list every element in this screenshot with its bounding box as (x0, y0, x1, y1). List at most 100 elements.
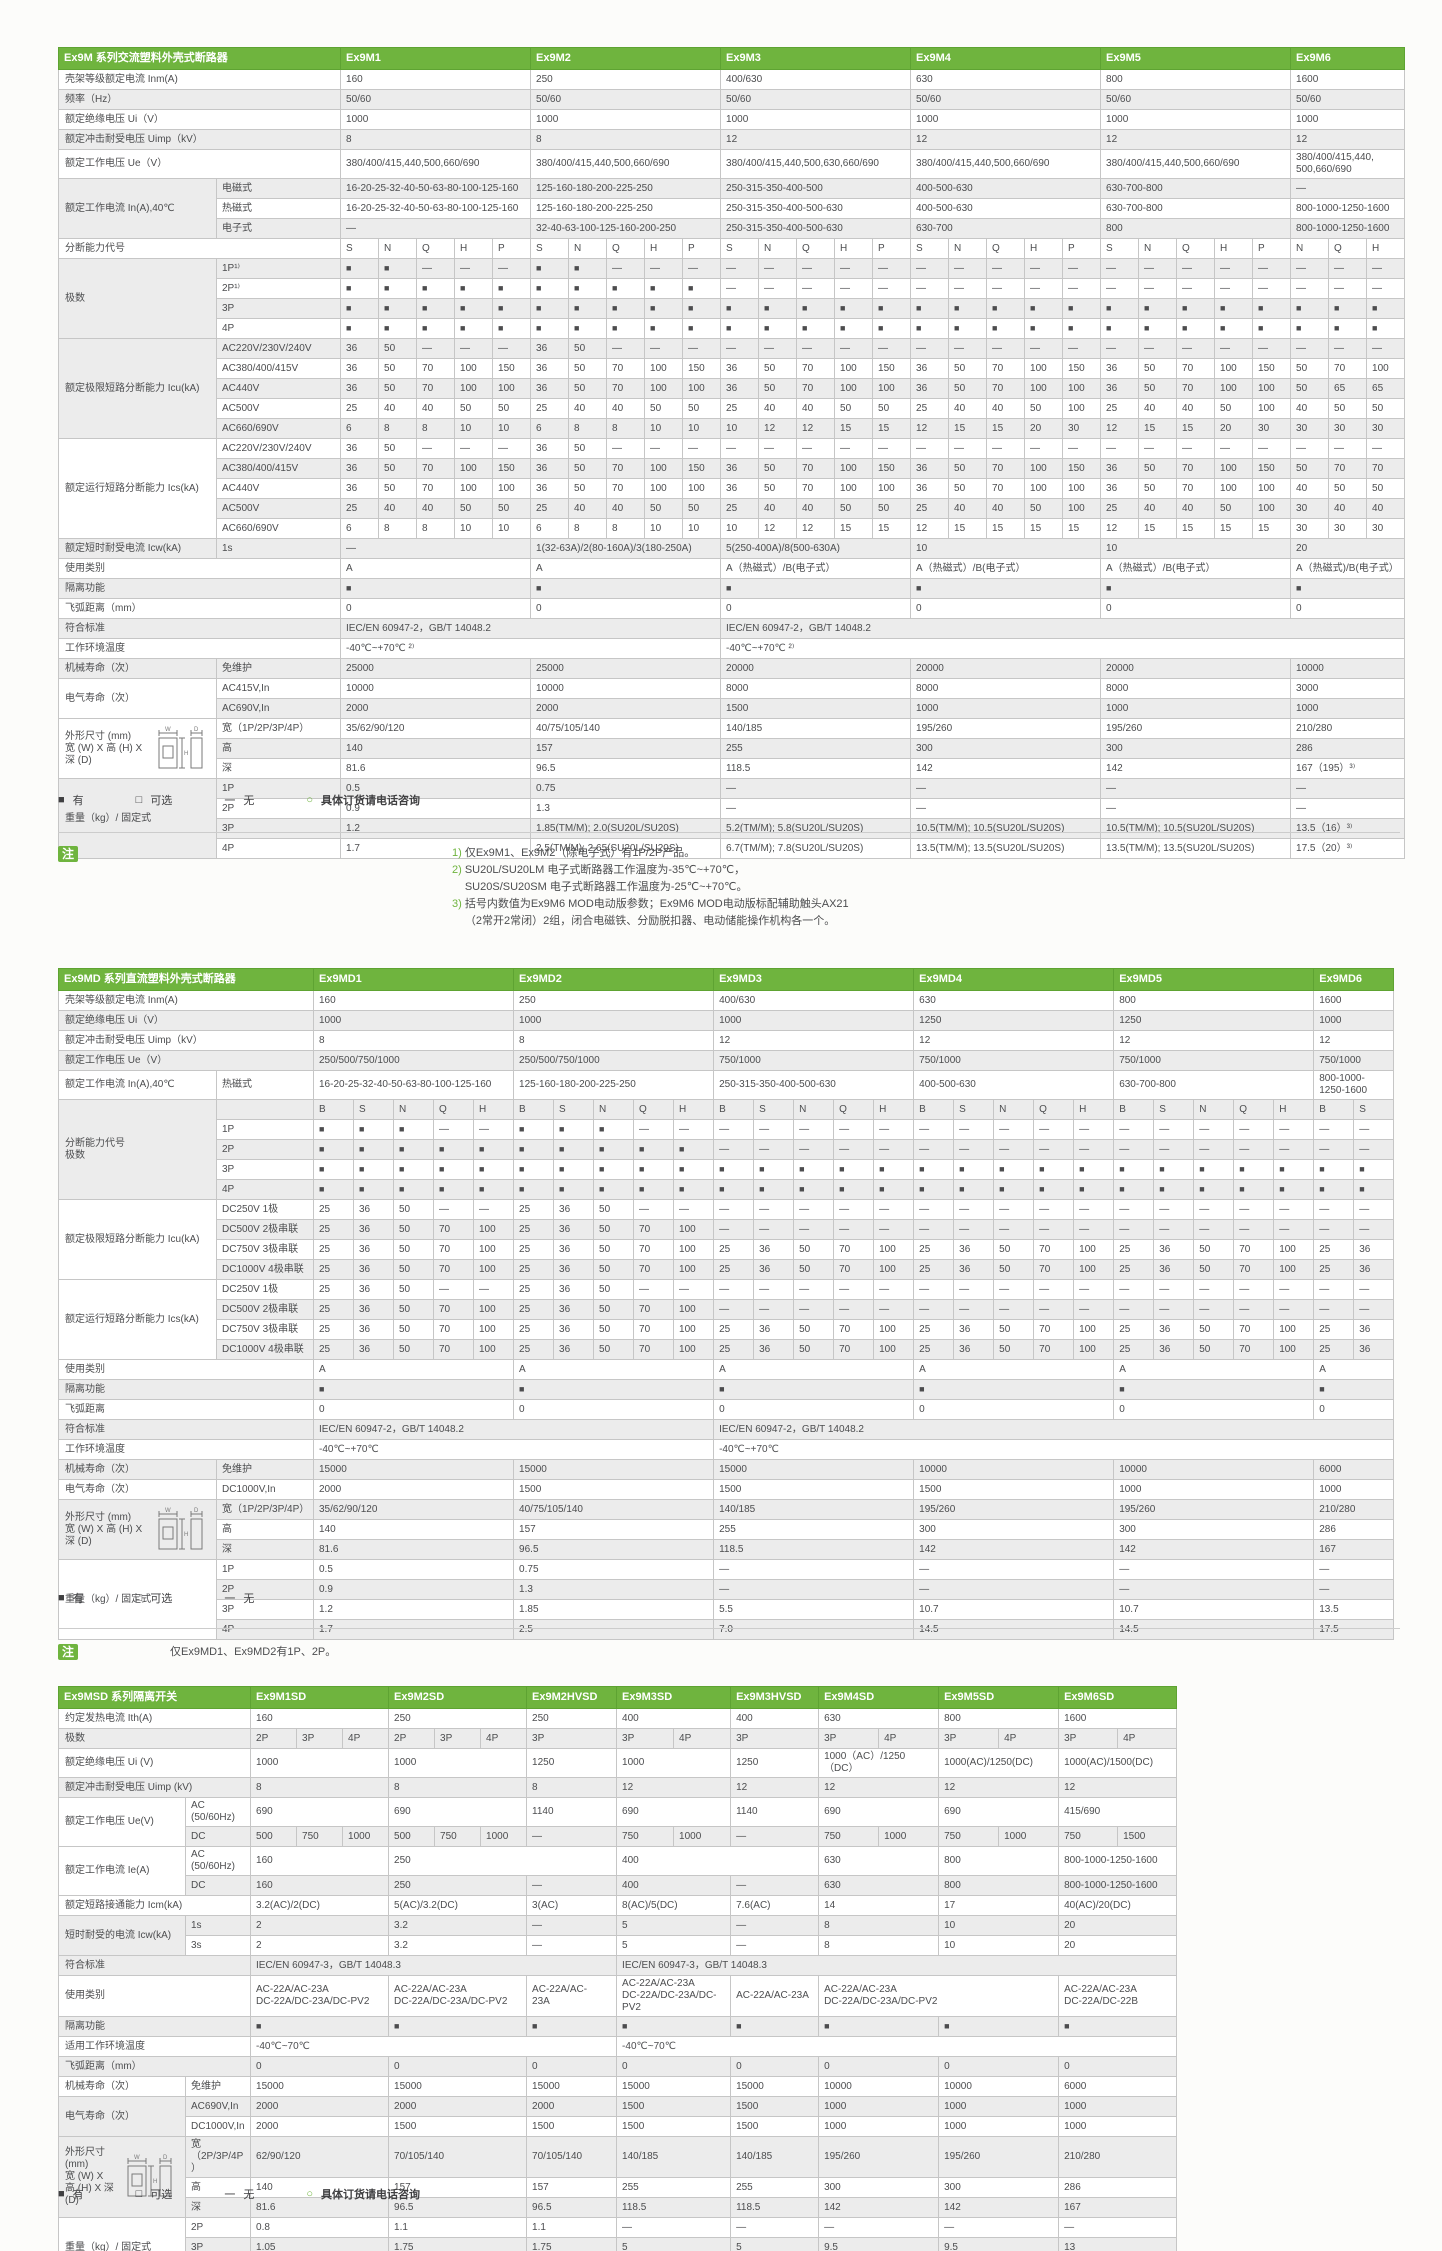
value-cell: 70/105/140 (388, 2136, 528, 2178)
value-cell: 3P (526, 1728, 618, 1749)
value-cell: — (1176, 438, 1216, 459)
value-cell: ■ (1193, 1179, 1235, 1200)
value-cell: 15 (986, 518, 1026, 539)
value-cell: — (1033, 1119, 1075, 1140)
value-cell: — (833, 1139, 875, 1160)
value-cell: — (1113, 1299, 1155, 1320)
value-cell: 300 (910, 738, 1102, 759)
value-cell: — (1073, 1279, 1115, 1300)
value-cell: 50 (993, 1239, 1035, 1260)
row-label: 符合标准 (57, 1955, 252, 1976)
value-cell: ■ (416, 318, 456, 339)
value-cell: 25 (910, 398, 950, 419)
value-cell: ■ (378, 278, 418, 299)
value-cell: 100 (644, 378, 684, 399)
value-cell: 400 (616, 1846, 820, 1876)
value-cell: 0.8 (250, 2217, 390, 2238)
value-cell: 50 (682, 498, 722, 519)
value-cell: 250 (388, 1875, 528, 1896)
value-cell: ■ (416, 278, 456, 299)
row-sublabel: AC690V,In (184, 2096, 252, 2117)
value-cell: AC-22A/AC-23A DC-22A/DC-23A/DC-PV2 (388, 1975, 528, 2017)
value-cell: 800 (938, 1875, 1060, 1896)
value-cell: 100 (454, 358, 494, 379)
value-cell: 10000 (938, 2076, 1060, 2097)
value-cell: — (713, 1299, 755, 1320)
value-cell: — (1062, 438, 1102, 459)
row-sublabel: 3P (215, 818, 342, 839)
value-cell: 70 (1033, 1319, 1075, 1340)
value-cell: — (454, 338, 494, 359)
value-cell: 40 (986, 398, 1026, 419)
value-cell: ■ (1073, 1159, 1115, 1180)
legend-item-phone: ○ 具体订货请电话咨询 (306, 2188, 420, 2201)
row-sublabel: 宽（1P/2P/3P/4P） (216, 1499, 314, 1520)
value-cell: 100 (644, 458, 684, 479)
value-cell: — (753, 1279, 795, 1300)
value-cell: 8 (513, 1030, 715, 1051)
value-cell: 50 (644, 498, 684, 519)
value-cell: — (454, 438, 494, 459)
table-row: 适用工作环境温度 -40℃~70℃ -40℃~70℃ (57, 2036, 1178, 2057)
value-cell: — (1233, 1219, 1275, 1240)
value-cell: 630-700-800 (1113, 1070, 1315, 1100)
value-cell: 1000 (530, 109, 722, 130)
value-cell: — (1313, 1139, 1355, 1160)
value-cell: — (910, 338, 950, 359)
value-cell: ■ (472, 1159, 515, 1180)
value-cell: 40/75/105/140 (530, 718, 722, 739)
table-row: 符合标准 IEC/EN 60947-3，GB/T 14048.3 IEC/EN 60… (57, 1955, 1178, 1976)
value-cell: 100 (1273, 1319, 1315, 1340)
empty-square-icon: □ (135, 2188, 143, 2200)
table-ex9msd-switches: Ex9MSD 系列隔离开关 Ex9M1SD Ex9M2SD Ex9M2HVSD Ex9M… (57, 1686, 1178, 2251)
table-row: 4P ■ ■ ■ ■ ■ ■ ■ ■ ■ ■ ■ ■ ■ ■ ■ ■ ■ ■ ■ ■ ■ ■ ■ ■ ■ ■ ■ ■ (59, 318, 1406, 339)
table-row: DC500V 2极串联 25 36 50 70 100 25 36 50 70 100— — — — — — —… (59, 1219, 1395, 1240)
value-cell: ■ (720, 318, 760, 339)
table-row: DC1000V,In 2000 1500 1500 1500 1500 1000 1000 10… (59, 2116, 1178, 2137)
value-cell: 36 (1153, 1259, 1195, 1280)
value-cell: ■ (568, 278, 608, 299)
value-cell: — (1273, 1219, 1315, 1240)
value-cell: 100 (472, 1339, 515, 1360)
value-cell: 36 (340, 338, 380, 359)
table-row: 额定冲击耐受电压 Uimp（kV） 8 8 12 12 12 12 (57, 129, 1406, 150)
value-cell: — (1313, 1299, 1355, 1320)
row-sublabel: 电磁式 (215, 178, 342, 199)
value-cell: ■ (378, 318, 418, 339)
row-label: 隔离功能 (57, 2016, 252, 2037)
value-cell: H (1366, 238, 1406, 259)
row-sublabel: DC (184, 1875, 252, 1896)
value-cell: 50 (1214, 498, 1254, 519)
value-cell: 10 (720, 518, 760, 539)
value-cell: — (472, 1279, 515, 1300)
value-cell: ■ (1100, 318, 1140, 339)
value-cell: 15 (1176, 518, 1216, 539)
value-cell: — (1214, 258, 1254, 279)
value-cell: ■ (633, 1139, 675, 1160)
value-cell: 1000 (938, 2096, 1060, 2117)
table-row: 1P ■ ■ ■ — — ■ ■ ■ — — — — — — — — — — — — — — — — — — — (59, 1119, 1395, 1140)
value-cell: 36 (553, 1199, 595, 1220)
row-sublabel: 4P (216, 1619, 314, 1640)
table-row: 额定绝缘电压 Ui（V） 1000 1000 1000 1000 1000 1000 (57, 109, 1406, 130)
circle-icon: ○ (306, 794, 313, 806)
value-cell: 40 (568, 498, 608, 519)
value-cell: -40℃~+70℃ (312, 1439, 715, 1460)
table-row: 4P 1.7 2.5(TM/M); 2.65(SU20L/SU20S) 6.7(TM/… (59, 838, 1406, 859)
value-cell: 750 (434, 1826, 482, 1847)
value-cell: ■ (530, 578, 722, 599)
value-cell: 250/500/750/1000 (513, 1050, 715, 1071)
value-cell: 36 (530, 358, 570, 379)
value-cell: ■ (730, 2016, 820, 2037)
value-cell: 6 (340, 518, 380, 539)
value-cell: 50 (1328, 478, 1368, 499)
row-sublabel: 1P (215, 778, 342, 799)
table-row: 壳架等级额定电流 Inm(A) 160 250 400/630 630 800 1600 (58, 990, 1395, 1011)
value-cell: ■ (378, 298, 418, 319)
table-row: 电子式 —32-40-63-100-125-160-200-250 250-315-… (59, 218, 1406, 239)
value-cell: 65 (1328, 378, 1368, 399)
value-cell: ■ (948, 298, 988, 319)
value-cell: — (1024, 278, 1064, 299)
legend-item-available: ■ 有 (58, 2188, 84, 2201)
value-cell: 100 (644, 358, 684, 379)
